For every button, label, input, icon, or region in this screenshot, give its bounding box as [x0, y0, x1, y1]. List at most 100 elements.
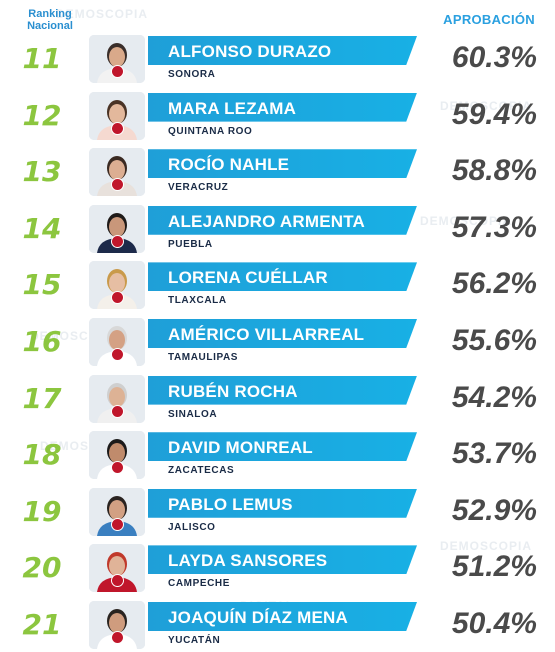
party-badge-icon [111, 404, 124, 418]
governor-name: ALEJANDRO ARMENTA [168, 211, 366, 231]
avatar-graphic [89, 91, 145, 140]
state-name: ZACATECAS [168, 465, 235, 477]
party-badge-icon [111, 631, 124, 644]
name-band-fill [148, 432, 417, 462]
governor-name: JOAQUÍN DÍAZ MENA [168, 608, 349, 627]
state-name: VERACRUZ [168, 182, 229, 194]
rank-number: 16 [22, 325, 62, 358]
approval-value: 56.2% [451, 267, 537, 301]
state-strip [148, 291, 388, 309]
name-band-fill [148, 488, 417, 518]
table-row: 17 RUBÉN ROCHA SINALOA 54.2% [0, 374, 555, 424]
table-row: 15 LORENA CUÉLLAR TLAXCALA 56.2% [0, 260, 555, 310]
state-strip [148, 404, 388, 422]
name-band-fill [148, 149, 417, 179]
governor-name: MARA LEZAMA [168, 98, 297, 118]
approval-value: 59.4% [451, 97, 537, 131]
watermark: DEMOSCOPIA [440, 100, 532, 112]
person-photo-icon [89, 544, 145, 593]
watermark-text: DEMOSCOPIA [440, 99, 533, 113]
person-photo-icon [89, 261, 145, 310]
rank-number: 12 [22, 98, 62, 132]
rank-number: 11 [22, 42, 62, 75]
table-row: 14 ALEJANDRO ARMENTA PUEBLA 57.3% [0, 204, 555, 254]
name-band: PABLO LEMUS JALISCO [148, 488, 417, 535]
state-strip [148, 234, 388, 252]
avatar-face [109, 103, 125, 124]
approval-value: 52.9% [451, 493, 537, 527]
name-band: JOAQUÍN DÍAZ MENA YUCATÁN [148, 602, 417, 648]
governor-name: ALFONSO DURAZO [168, 42, 332, 61]
person-photo-icon [89, 91, 145, 140]
watermark: DEMOSCOPIA [440, 540, 532, 552]
avatar-face [109, 556, 125, 577]
rank-number: 17 [22, 381, 62, 415]
approval-value: 53.7% [451, 437, 537, 471]
approval-value: 57.3% [451, 210, 537, 244]
approval-value: 60.3% [451, 41, 537, 74]
rank-number: 13 [22, 155, 62, 189]
state-strip [148, 348, 388, 365]
approval-value: 58.8% [451, 154, 537, 188]
state-name: TLAXCALA [168, 295, 227, 307]
governor-name: LAYDA SANSORES [168, 551, 328, 571]
avatar-face [109, 273, 125, 294]
ranking-header: Ranking Nacional [18, 8, 82, 32]
governor-name: ROCÍO NAHLE [168, 155, 290, 175]
state-strip [148, 65, 388, 82]
watermark: DEMOSCOPIA [56, 8, 148, 20]
party-badge-icon [111, 517, 124, 531]
rank-number: 19 [22, 494, 62, 528]
governor-name: PABLO LEMUS [168, 494, 293, 514]
avatar-graphic [89, 35, 145, 83]
approval-value: 54.2% [451, 380, 537, 414]
name-band-fill [148, 205, 417, 235]
name-band: ROCÍO NAHLE VERACRUZ [148, 149, 417, 196]
approval-value: 55.6% [451, 324, 537, 357]
rank-number: 21 [22, 608, 62, 641]
avatar-face [109, 386, 125, 407]
governor-name: AMÉRICO VILLARREAL [168, 325, 365, 344]
state-name: PUEBLA [168, 238, 213, 250]
name-band: LORENA CUÉLLAR TLAXCALA [148, 262, 417, 309]
person-photo-icon [89, 318, 145, 366]
state-strip [148, 121, 388, 139]
table-row: 12 MARA LEZAMA QUINTANA ROO 59.4% [0, 91, 555, 141]
person-photo-icon [89, 35, 145, 83]
governor-name: RUBÉN ROCHA [168, 381, 298, 401]
table-row: 13 ROCÍO NAHLE VERACRUZ 58.8% [0, 147, 555, 197]
rank-number: 14 [22, 211, 62, 245]
name-band-fill [148, 36, 417, 65]
person-photo-icon [89, 148, 145, 197]
name-band-fill [148, 545, 417, 575]
watermark: DEMOSCOPIA [420, 215, 512, 227]
person-photo-icon [89, 204, 145, 253]
rank-number: 15 [22, 268, 62, 302]
state-strip [148, 178, 388, 196]
avatar-face [109, 47, 125, 67]
watermark-text: DEMOSCOPIA [420, 214, 513, 228]
governor-name: LORENA CUÉLLAR [168, 268, 328, 288]
watermark-text: DEMOSCOPIA [56, 7, 149, 21]
name-band: ALFONSO DURAZO SONORA [148, 36, 417, 82]
name-band-fill [148, 602, 417, 631]
person-photo-icon [89, 374, 145, 423]
person-photo-icon [89, 487, 145, 536]
ranking-header-line2: Nacional [27, 20, 73, 32]
table-row: 20 LAYDA SANSORES CAMPECHE 51.2% [0, 543, 555, 593]
state-strip [148, 574, 388, 592]
party-badge-icon [111, 121, 124, 135]
table-row: 18 DAVID MONREAL ZACATECAS 53.7% [0, 430, 555, 480]
avatar-graphic [89, 261, 145, 310]
party-badge-icon [111, 461, 124, 475]
name-band-fill [148, 319, 417, 348]
name-band: MARA LEZAMA QUINTANA ROO [148, 92, 417, 139]
avatar-face [109, 443, 125, 464]
approval-header: APROBACIÓN [443, 12, 535, 27]
name-band-fill [148, 92, 417, 122]
watermark-text: DEMOSCOPIA [440, 539, 533, 553]
party-badge-icon [111, 65, 124, 78]
party-badge-icon [111, 291, 124, 305]
rank-number: 18 [22, 438, 62, 472]
person-photo-icon [89, 601, 145, 649]
